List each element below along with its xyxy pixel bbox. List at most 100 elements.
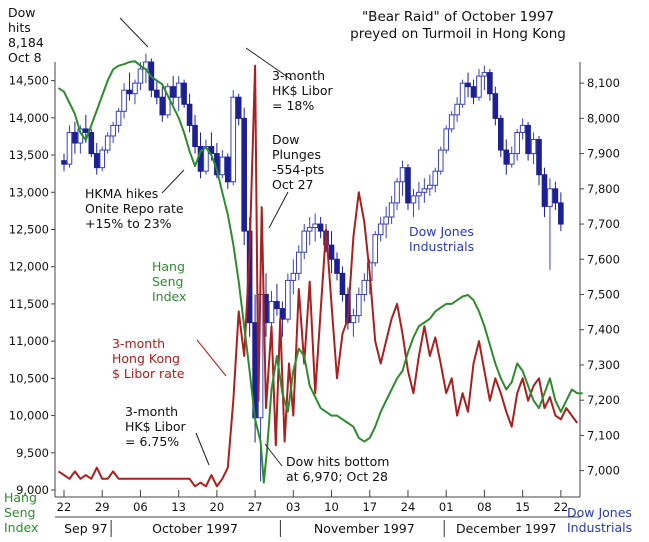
annotation-line: at 6,970; Oct 28	[286, 469, 388, 484]
dow-candle-body	[159, 96, 166, 116]
dow-candle-body	[121, 89, 127, 112]
dow-candle-body	[552, 188, 559, 204]
month-label: December 1997	[456, 521, 557, 536]
series-hang-seng	[57, 60, 583, 484]
dow-candle-body	[104, 135, 111, 151]
dow-candle-body	[219, 156, 226, 176]
left-tick-label: 13,000	[9, 185, 49, 199]
dow-candle-body	[558, 202, 564, 225]
hang-seng-line	[57, 60, 583, 484]
dow-candle-body	[230, 96, 237, 183]
annotation-line: 8,184	[8, 35, 44, 50]
annotation-dow-bottom: Dow hits bottom at 6,970; Oct 28	[286, 454, 389, 484]
x-tick-label: 22	[554, 500, 569, 514]
dow-candle-body	[416, 191, 422, 197]
dow-candle-body	[487, 72, 493, 95]
dow-candle-body	[285, 279, 291, 320]
dow-candle-body	[459, 82, 466, 105]
month-label: November 1997	[314, 521, 415, 536]
x-tick-label: 27	[248, 500, 263, 514]
dow-candle-body	[377, 223, 384, 236]
left-tick-label: 14,000	[9, 111, 49, 125]
annotation-dow-high: Dow hits 8,184 Oct 8	[8, 5, 44, 65]
series-hk-libor	[57, 64, 579, 488]
dow-candle-body	[470, 86, 477, 98]
x-tick-label: 22	[57, 500, 72, 514]
dow-candle-body	[536, 138, 542, 176]
annotation-dow-jones-label: Dow Jones Industrials	[409, 224, 474, 254]
annotation-line: = 6.75%	[125, 434, 179, 449]
dow-candle-body	[203, 146, 209, 172]
dow-candle-body	[541, 174, 548, 207]
dow-candle-body	[83, 128, 89, 133]
annotation-libor-label: 3-month Hong Kong $ Libor rate	[112, 336, 185, 381]
left-axis-label-3: Index	[4, 520, 38, 535]
month-label: Sep 97	[64, 521, 107, 536]
right-tick-label: 7,800	[587, 182, 620, 196]
dow-candle-body	[388, 202, 395, 218]
left-tick-label: 14,500	[9, 74, 49, 88]
dow-candle-body	[225, 156, 231, 183]
dow-candle-body	[356, 293, 362, 317]
x-tick-label: 20	[210, 500, 225, 514]
dow-candle-body	[170, 86, 176, 98]
dow-candle-body	[312, 223, 318, 229]
left-axis-label-1: Hang	[4, 490, 37, 505]
annotation-hkma-hike: HKMA hikes Onite Repo rate +15% to 23%	[85, 186, 184, 231]
dow-candle-body	[61, 160, 67, 165]
x-tick-label: 13	[171, 500, 186, 514]
x-tick-label: 03	[286, 500, 301, 514]
annotation-line: Seng	[152, 274, 183, 289]
dow-candle-body	[350, 315, 357, 324]
x-tick-label: 08	[477, 500, 492, 514]
annotation-line: Dow	[8, 5, 36, 20]
annotation-libor-675: 3-month HK$ Libor = 6.75%	[125, 404, 187, 449]
dow-candle-body	[186, 103, 193, 126]
dow-candle-body	[334, 258, 340, 274]
annotation-line: 3-month	[125, 404, 178, 419]
dow-candle-body	[448, 114, 455, 130]
dow-candle-body	[88, 131, 95, 155]
dow-candle-body	[295, 251, 302, 274]
right-tick-label: 7,100	[587, 428, 620, 442]
x-tick-label: 24	[401, 500, 416, 514]
dow-candle-body	[519, 124, 526, 133]
annotation-line: HKMA hikes	[85, 186, 158, 201]
x-tick-label: 10	[324, 500, 339, 514]
annotation-line: HK$ Libor	[125, 419, 187, 434]
x-tick-label: 17	[362, 500, 377, 514]
dow-candle-body	[93, 153, 100, 169]
annotation-line: Plunges	[272, 147, 321, 162]
dow-candle-body	[361, 279, 368, 295]
x-tick-label: 01	[439, 500, 454, 514]
left-axis-ticks: 9,000 9,500 10,000 10,500 11,000 11,500 12,000…	[9, 74, 55, 497]
dow-candle-body	[399, 167, 406, 183]
plot-area	[54, 62, 581, 518]
annotation-dow-plunge: Dow Plunges -554-pts Oct 27	[272, 132, 324, 192]
annotation-line: Industrials	[409, 239, 474, 254]
annotation-leaders	[119, 17, 293, 467]
dow-candle-body	[525, 124, 531, 155]
dow-candle-body	[443, 128, 449, 151]
right-tick-label: 7,500	[587, 287, 620, 301]
dow-candle-body	[110, 124, 116, 137]
left-tick-label: 9,000	[16, 483, 49, 497]
annotation-line: HK$ Libor	[272, 83, 334, 98]
dow-candle-body	[432, 170, 439, 186]
dow-candle-body	[301, 230, 308, 253]
left-tick-label: 12,500	[9, 222, 49, 236]
dow-candle-body	[437, 149, 444, 172]
left-tick-label: 10,500	[9, 371, 49, 385]
dow-candle-body	[394, 181, 400, 204]
dow-candle-body	[268, 301, 275, 324]
annotation-line: 3-month	[272, 68, 325, 83]
chart-title-line-1: "Bear Raid" of October 1997	[362, 9, 554, 25]
annotation-line: -554-pts	[272, 162, 324, 177]
annotation-line: Dow hits bottom	[286, 454, 389, 469]
dow-candle-body	[115, 110, 122, 126]
dow-candle-body	[421, 188, 428, 193]
left-axis-label-2: Seng	[4, 505, 35, 520]
right-axis-label-2: Industrials	[567, 520, 632, 535]
annotations: Dow hits 8,184 Oct 8 3-month HK$ Libor = 18% …	[8, 5, 474, 484]
annotation-line: hits	[8, 20, 31, 35]
